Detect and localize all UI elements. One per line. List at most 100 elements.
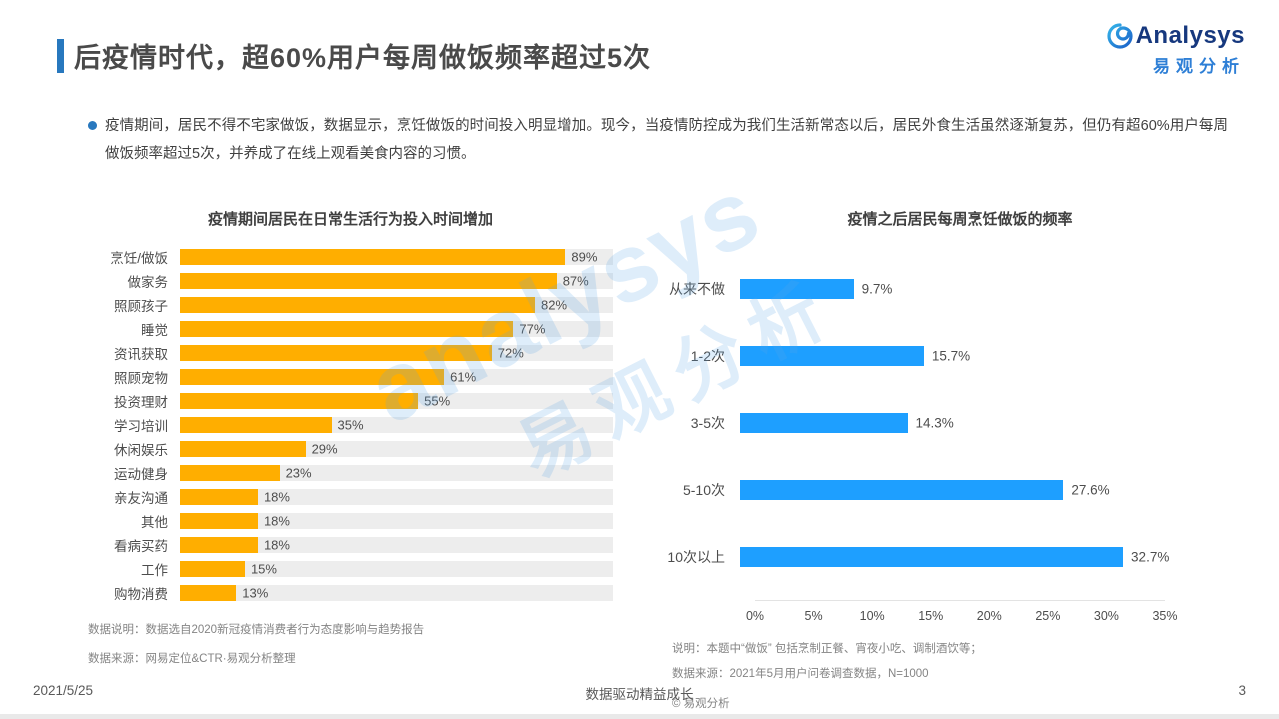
bar-row: 从来不做 9.7%	[648, 255, 1188, 322]
chart-right-notes: 说明：本题中“做饭” 包括烹制正餐、宵夜小吃、调制酒饮等； 数据来源：2021年…	[672, 640, 1188, 681]
chart-title-right: 疫情之后居民每周烹饪做饭的频率	[847, 211, 1073, 228]
category-label: 休闲娱乐	[114, 443, 168, 458]
bar-fill	[180, 465, 280, 481]
bar-plot-area: 15.7%	[740, 345, 1150, 366]
bar-row: 投资理财 55%	[88, 389, 613, 413]
cooking-frequency-chart: 疫情之后居民每周烹饪做饭的频率 从来不做 9.7% 1-2次 15.7% 3-5次 14.…	[648, 208, 1188, 711]
chart-title-left: 疫情期间居民在日常生活行为投入时间增加	[207, 211, 493, 228]
bar-track: 82%	[180, 297, 613, 313]
bar-row: 购物消费 13%	[88, 581, 613, 605]
brand-logo-row: Analysys	[1107, 22, 1245, 50]
bar-fill	[180, 441, 306, 457]
value-label: 35%	[337, 417, 364, 433]
bar-plot-area: 9.7%	[740, 278, 1150, 299]
analysys-swirl-icon	[1107, 23, 1133, 49]
bar-row: 照顾孩子 82%	[88, 293, 613, 317]
category-label: 资讯获取	[114, 347, 168, 362]
bar-fill	[740, 479, 1064, 500]
value-label: 13%	[242, 585, 269, 601]
footer: 2021/5/25 数据驱动精益成长 3	[33, 683, 1246, 703]
bar-track: 61%	[180, 369, 613, 385]
value-label: 72%	[497, 345, 524, 361]
bar-row: 看病买药 18%	[88, 533, 613, 557]
value-label: 9.7%	[861, 281, 893, 296]
bar-plot-area: 14.3%	[740, 412, 1150, 433]
bar-fill	[180, 513, 258, 529]
axis-tick-label: 25%	[1035, 609, 1061, 623]
value-label: 18%	[263, 513, 290, 529]
bar-track: 55%	[180, 393, 613, 409]
bar-fill	[740, 546, 1124, 567]
bar-row: 睡觉 77%	[88, 317, 613, 341]
category-label: 学习培训	[114, 419, 168, 434]
axis-tick-label: 5%	[804, 609, 823, 623]
bar-fill	[180, 393, 419, 409]
behavior-time-chart: 疫情期间居民在日常生活行为投入时间增加 烹饪/做饭 89% 做家务 87% 照顾孩子 82…	[88, 208, 613, 679]
bar-plot-area: 32.7%	[740, 546, 1169, 567]
bar-fill	[180, 489, 258, 505]
bar-fill	[180, 249, 566, 265]
bar-track: 18%	[180, 489, 613, 505]
copyright-label: © 易观分析	[672, 698, 730, 710]
brand-name: Analysys	[1135, 22, 1245, 49]
bar-row: 运动健身 23%	[88, 461, 613, 485]
category-label: 工作	[141, 563, 168, 578]
category-label: 睡觉	[141, 323, 168, 338]
axis-tick-label: 0%	[745, 609, 765, 623]
footer-date: 2021/5/25	[33, 683, 94, 698]
bar-track: 89%	[180, 249, 613, 265]
value-label: 15%	[250, 561, 277, 577]
bar-row: 1-2次 15.7%	[648, 322, 1188, 389]
bar-plot-area: 27.6%	[740, 479, 1150, 500]
bar-fill	[180, 297, 536, 313]
title-accent-bar	[57, 38, 64, 73]
bar-fill	[740, 278, 854, 299]
bar-fill	[180, 369, 445, 385]
category-label: 10次以上	[667, 548, 725, 565]
note-line: 数据来源：2021年5月用户问卷调查数据，N=1000	[672, 668, 929, 680]
header: 后疫情时代，超60%用户每周做饭频率超过5次	[57, 36, 651, 75]
bar-fill	[180, 273, 557, 289]
bar-track: 13%	[180, 585, 613, 601]
bar-fill	[180, 345, 492, 361]
value-label: 55%	[424, 393, 451, 409]
value-label: 15.7%	[931, 348, 971, 363]
bar-row: 烹饪/做饭 89%	[88, 245, 613, 269]
bar-row: 10次以上 32.7%	[648, 523, 1188, 590]
value-label: 18%	[263, 489, 290, 505]
bar-row: 亲友沟通 18%	[88, 485, 613, 509]
value-label: 23%	[285, 465, 312, 481]
bar-fill	[740, 345, 924, 366]
bar-track: 72%	[180, 345, 613, 361]
bar-row: 照顾宠物 61%	[88, 365, 613, 389]
value-label: 77%	[519, 321, 546, 337]
bar-row: 其他 18%	[88, 509, 613, 533]
bar-track: 87%	[180, 273, 613, 289]
brand-name-cn: 易观分析	[1153, 57, 1245, 76]
axis-tick-label: 30%	[1093, 609, 1119, 623]
value-label: 89%	[571, 249, 598, 265]
axis-tick-label: 20%	[976, 609, 1002, 623]
intro-paragraph: 疫情期间，居民不得不宅家做饭，数据显示，烹饪做饭的时间投入明显增加。现今，当疫情…	[88, 112, 1228, 169]
category-label: 购物消费	[114, 587, 168, 602]
bar-track: 18%	[180, 537, 613, 553]
cooking-frequency-chart-rows: 从来不做 9.7% 1-2次 15.7% 3-5次 14.3% 5-10次 27.6% 10次以…	[648, 229, 1188, 590]
category-label: 做家务	[127, 275, 169, 290]
category-label: 烹饪/做饭	[110, 251, 168, 266]
note-line: 说明：本题中“做饭” 包括烹制正餐、宵夜小吃、调制酒饮等；	[672, 643, 982, 655]
bullet-dot-icon	[88, 121, 97, 130]
category-label: 投资理财	[114, 395, 168, 410]
category-label: 5-10次	[682, 481, 725, 498]
note-line: 数据说明：数据选自2020新冠疫情消费者行为态度影响与趋势报告	[88, 624, 425, 636]
bar-row: 学习培训 35%	[88, 413, 613, 437]
category-label: 从来不做	[669, 280, 725, 297]
bar-row: 工作 15%	[88, 557, 613, 581]
category-label: 亲友沟通	[114, 491, 168, 506]
page-title: 后疫情时代，超60%用户每周做饭频率超过5次	[74, 43, 652, 73]
bar-fill	[180, 585, 237, 601]
value-label: 18%	[263, 537, 290, 553]
category-label: 照顾宠物	[114, 371, 168, 386]
value-label: 61%	[450, 369, 477, 385]
bar-row: 休闲娱乐 29%	[88, 437, 613, 461]
